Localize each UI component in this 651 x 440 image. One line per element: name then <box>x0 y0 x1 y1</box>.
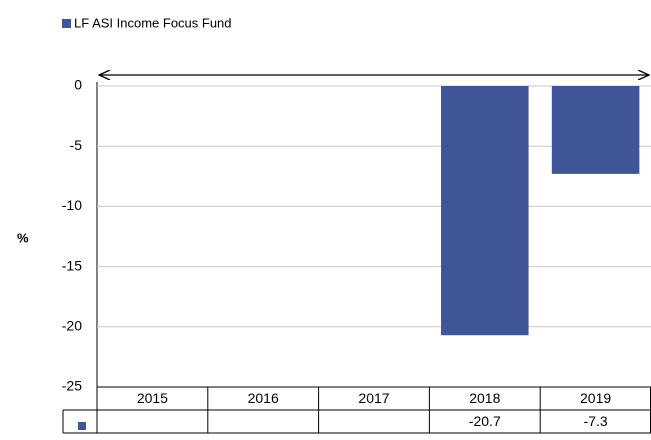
legend-swatch <box>62 19 71 28</box>
x-tick-label: 2016 <box>248 390 279 406</box>
y-tick-label: -25 <box>62 378 82 394</box>
x-tick-label: 2018 <box>469 390 500 406</box>
y-tick-label: -5 <box>70 137 83 153</box>
y-tick-label: -15 <box>62 257 82 273</box>
table-value: -20.7 <box>469 413 501 429</box>
table-swatch <box>78 422 86 430</box>
y-tick-label: 0 <box>74 77 82 93</box>
bar <box>551 86 640 174</box>
bar <box>441 86 529 336</box>
y-axis-label: % <box>17 230 29 245</box>
y-tick-label: -20 <box>62 318 82 334</box>
x-tick-label: 2019 <box>580 390 611 406</box>
y-tick-label: -10 <box>62 197 82 213</box>
legend-label: LF ASI Income Focus Fund <box>74 15 232 30</box>
x-tick-label: 2017 <box>358 390 389 406</box>
table-value: -7.3 <box>584 413 608 429</box>
x-tick-label: 2015 <box>137 390 168 406</box>
